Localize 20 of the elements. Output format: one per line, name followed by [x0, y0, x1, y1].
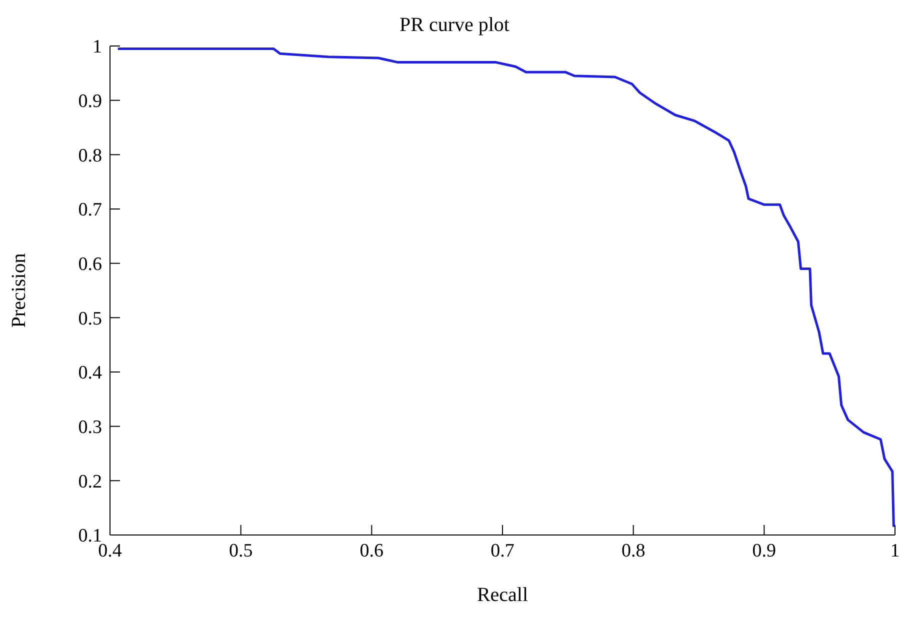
y-tick-label: 0.2: [78, 471, 102, 492]
y-tick-label: 0.3: [78, 417, 102, 438]
x-axis-title: Recall: [476, 584, 528, 606]
y-tick-label: 0.7: [78, 200, 102, 221]
y-tick-label: 0.4: [78, 362, 102, 384]
x-tick-label: 0.5: [228, 540, 253, 562]
x-tick-label: 0.4: [98, 540, 122, 562]
x-tick-label: 0.6: [360, 540, 384, 562]
x-tick-label: 0.9: [752, 540, 776, 562]
y-tick-label: 0.9: [78, 91, 102, 112]
y-tick-label: 1: [92, 36, 102, 58]
y-tick-label: 0.6: [78, 254, 102, 276]
chart-title: PR curve plot: [398, 14, 510, 37]
x-tick-label: 0.7: [490, 540, 514, 562]
line-series: [116, 47, 895, 528]
y-tick-label: 0.5: [78, 308, 102, 330]
y-tick-label: 0.8: [78, 145, 102, 166]
x-tick-label: 1: [890, 540, 900, 562]
x-tick-label: 0.8: [621, 540, 646, 562]
y-axis-title: Precision: [8, 253, 30, 328]
